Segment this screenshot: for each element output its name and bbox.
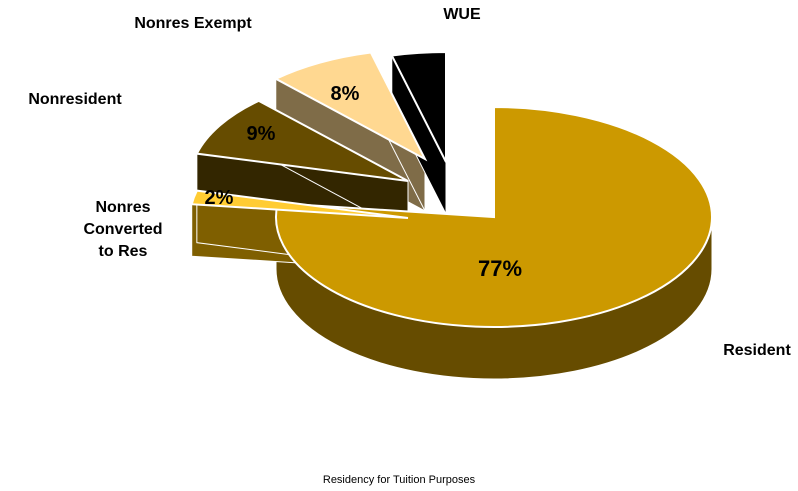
- pie-slice-nonres-converted-to-res: [190, 189, 409, 219]
- pie-slice-resident: [275, 105, 713, 328]
- chart-caption: Residency for Tuition Purposes: [322, 474, 476, 486]
- slice-category-label-nonres-converted-to-res: Nonres Converted to Res: [83, 199, 162, 260]
- pie-slice-wue: [390, 50, 447, 163]
- slice-value-label-resident: 77%: [478, 256, 522, 281]
- slice-category-label-wue: WUE: [443, 6, 481, 23]
- pie-tops: [190, 50, 713, 328]
- pie-slice-nonres-exempt: [273, 51, 428, 162]
- slice-value-label-nonresident: 9%: [247, 123, 276, 145]
- slice-category-label-nonresident: Nonresident: [28, 91, 122, 108]
- slice-category-label-nonres-exempt: Nonres Exempt: [134, 15, 252, 32]
- pie-slice-nonresident: [195, 99, 409, 182]
- pie-labels: 77% Resident 2% Nonres Converted to Res 9% Nonr…: [28, 6, 791, 359]
- slice-value-label-nonres-exempt: 8%: [331, 83, 360, 105]
- slice-category-label-resident: Resident: [723, 342, 791, 359]
- slice-value-label-nonres-converted-to-res: 2%: [205, 187, 234, 209]
